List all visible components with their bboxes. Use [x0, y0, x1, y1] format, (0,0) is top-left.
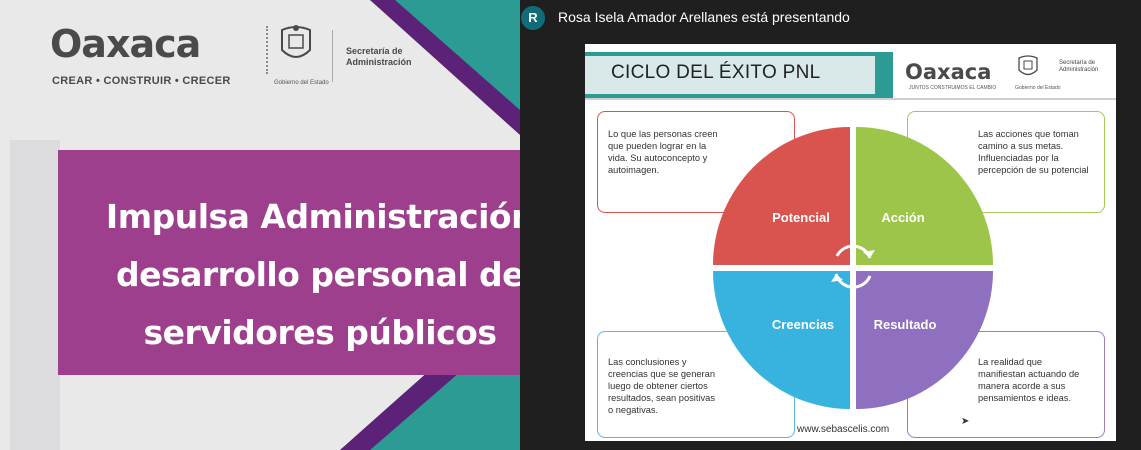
headline-line: desarrollo personal de	[115, 255, 525, 294]
box-text: Lo que las personas creen que pueden log…	[608, 129, 718, 175]
quadrant-label: Acción	[881, 210, 924, 225]
headline-line: Impulsa Administración	[105, 197, 535, 236]
oaxaca-seal-icon	[1018, 55, 1038, 76]
slide-divider	[585, 98, 1116, 100]
slide-logo-wordmark: Oaxaca	[905, 60, 992, 84]
quadrant-label: Potencial	[772, 210, 830, 225]
headline-line: servidores públicos	[143, 313, 497, 352]
slide-logo-tagline: JUNTOS CONSTRUIMOS EL CAMBIO	[909, 85, 997, 91]
presenter-status: Rosa Isela Amador Arellanes está present…	[558, 9, 850, 25]
mouse-cursor-icon: ➤	[961, 416, 970, 427]
quadrant-accion	[856, 127, 993, 265]
secretaria-label: Secretaría de Administración	[346, 46, 412, 67]
cycle-arrows-icon	[831, 244, 875, 289]
slide-secretaria-label: Secretaría de Administración	[1059, 60, 1099, 73]
logo-dotted-divider	[266, 26, 272, 74]
logo-separator	[332, 30, 333, 82]
slide-credit: www.sebascelis.com	[797, 424, 890, 435]
success-cycle-wheel: Potencial Acción Creencias Resultado	[713, 127, 993, 409]
presentation-slide: CICLO DEL ÉXITO PNL Oaxaca JUNTOS CONSTR…	[585, 44, 1116, 441]
quadrant-label: Creencias	[772, 317, 834, 332]
quadrant-label: Resultado	[874, 317, 937, 332]
box-text: Las acciones que toman camino a sus meta…	[978, 129, 1089, 175]
oaxaca-seal-icon	[281, 25, 311, 58]
logo-wordmark: Oaxaca	[50, 22, 201, 66]
headline-box	[58, 150, 552, 375]
slide-seal-caption: Gobierno del Estado	[1015, 85, 1061, 91]
box-text: La realidad que manifiestan actuando de …	[978, 357, 1080, 403]
seal-caption: Gobierno del Estado	[274, 80, 329, 86]
slide-title-background	[585, 56, 875, 94]
presenter-avatar[interactable]: R	[521, 6, 545, 30]
oaxaca-logo: Oaxaca CREAR • CONSTRUIR • CRECER Gobier…	[50, 22, 412, 92]
quadrant-resultado	[856, 271, 993, 409]
quadrant-potencial	[713, 127, 850, 265]
slide-title: CICLO DEL ÉXITO PNL	[611, 62, 821, 83]
box-text: Las conclusiones y creencias que se gene…	[608, 357, 715, 415]
banner-panel: Oaxaca CREAR • CONSTRUIR • CRECER Gobier…	[0, 0, 560, 450]
quadrant-creencias	[713, 271, 850, 409]
logo-tagline: CREAR • CONSTRUIR • CRECER	[52, 75, 231, 87]
headline: Impulsa Administración desarrollo person…	[100, 188, 540, 362]
